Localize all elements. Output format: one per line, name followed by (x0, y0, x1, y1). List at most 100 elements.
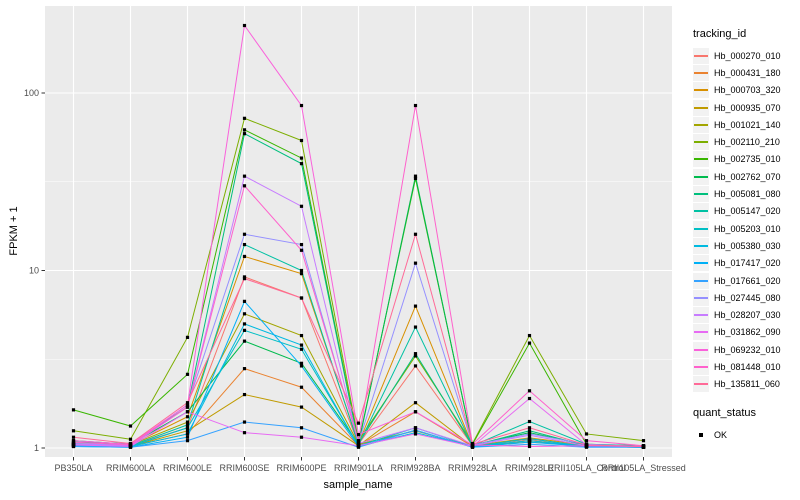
legend-item-label: Hb_000935_070 (714, 102, 781, 113)
legend-key-swatch (693, 99, 709, 116)
x-tick-label: RRIM600LA (106, 463, 155, 473)
data-point (71, 440, 76, 444)
data-point (242, 277, 247, 281)
data-point (299, 426, 304, 430)
x-axis-title: sample_name (323, 479, 393, 491)
legend-item-Hb_002110_210: Hb_002110_210 (693, 133, 781, 151)
legend-item-Hb_001021_140: Hb_001021_140 (693, 116, 781, 133)
legend-item-label: Hb_005203_010 (714, 223, 781, 234)
data-point (527, 442, 532, 446)
data-point (299, 405, 304, 409)
legend-title-quant-status: quant_status (693, 406, 756, 419)
legend-item-Hb_000703_320: Hb_000703_320 (693, 82, 781, 99)
data-point (413, 174, 418, 178)
data-point (242, 128, 247, 132)
legend-item-label: OK (714, 429, 728, 440)
data-point (527, 333, 532, 338)
data-point (71, 435, 76, 439)
x-tick-label: RRIM901LA (334, 463, 383, 473)
data-point (242, 242, 247, 247)
data-point (299, 162, 304, 166)
legend-item-Hb_000935_070: Hb_000935_070 (693, 99, 781, 116)
legend-key-swatch (693, 186, 709, 203)
legend-key-swatch (693, 64, 709, 81)
data-point (413, 354, 418, 358)
legend-key-swatch (693, 168, 709, 185)
data-point (299, 361, 304, 365)
legend-key-point-icon (699, 432, 703, 437)
data-point (128, 441, 133, 446)
legend-key-line-icon (694, 175, 708, 178)
legend-key-line-icon (694, 71, 708, 74)
data-point (242, 431, 247, 435)
legend-panel: tracking_id Hb_000270_010 Hb_000431_180 Hb… (693, 28, 781, 443)
data-point (242, 275, 247, 279)
data-point (413, 176, 418, 181)
data-point (242, 184, 247, 188)
data-point (185, 405, 190, 409)
legend-key-swatch (693, 47, 709, 64)
legend-item-label: Hb_135811_060 (714, 379, 780, 390)
legend-key-swatch (693, 307, 709, 324)
data-point (356, 444, 361, 448)
data-point (413, 325, 418, 329)
legend-key-line-icon (694, 279, 708, 282)
data-point (185, 439, 190, 443)
legend-quant-items: OK (693, 426, 781, 443)
legend-key-swatch (693, 151, 709, 168)
data-point (242, 312, 247, 316)
legend-item-label: Hb_002735_010 (714, 154, 781, 165)
legend-key-swatch (693, 427, 709, 443)
data-point (185, 372, 190, 376)
data-point (356, 439, 361, 443)
data-point (413, 232, 418, 236)
data-point (185, 432, 190, 436)
legend-item-label: Hb_031862_090 (714, 327, 781, 338)
legend-item-label: Hb_017417_020 (714, 258, 781, 269)
legend-item-Hb_017661_020: Hb_017661_020 (693, 272, 781, 289)
legend-key-line-icon (694, 244, 708, 247)
legend-key-line-icon (694, 141, 708, 144)
legend-item-label: Hb_017661_020 (714, 275, 781, 286)
data-point (242, 116, 247, 120)
legend-item-Hb_027445_080: Hb_027445_080 (693, 289, 781, 306)
data-point (356, 441, 361, 446)
data-point (584, 443, 589, 447)
data-point (527, 341, 532, 345)
data-point (185, 415, 190, 419)
data-point (527, 419, 532, 424)
x-tick-label: RRIM600SE (219, 463, 269, 473)
data-point (527, 440, 532, 444)
legend-item-label: Hb_002110_210 (714, 137, 780, 148)
legend-key-swatch (693, 134, 709, 151)
legend-key-line-icon (694, 54, 708, 57)
legend-item-label: Hb_000270_010 (714, 50, 781, 61)
data-point (584, 439, 589, 443)
legend-item-Hb_005203_010: Hb_005203_010 (693, 220, 781, 237)
x-tick-label: RRIM928LE (505, 463, 554, 473)
legend-item-Hb_000431_180: Hb_000431_180 (693, 64, 781, 81)
legend-key-swatch (693, 116, 709, 133)
legend-key-swatch (693, 237, 709, 254)
legend-key-line-icon (694, 365, 708, 368)
data-point (242, 299, 247, 303)
data-point (584, 432, 589, 436)
legend-key-line-icon (694, 210, 708, 213)
legend-key-line-icon (694, 383, 708, 386)
x-tick-label: RRIM928BA (390, 463, 440, 473)
legend-item-label: Hb_001021_140 (714, 119, 781, 130)
legend-item-label: Hb_005380_030 (714, 240, 781, 251)
data-point (299, 138, 304, 143)
data-point (641, 444, 646, 449)
legend-key-line-icon (694, 331, 708, 334)
legend-item-label: Hb_000431_180 (714, 67, 781, 78)
legend-item-Hb_069232_010: Hb_069232_010 (693, 341, 781, 358)
y-tick-label: 1 (34, 443, 39, 453)
data-point (242, 367, 247, 371)
legend-item-Hb_028207_030: Hb_028207_030 (693, 306, 781, 324)
data-point (299, 156, 304, 160)
data-point (242, 322, 247, 326)
legend-key-swatch (693, 289, 709, 306)
